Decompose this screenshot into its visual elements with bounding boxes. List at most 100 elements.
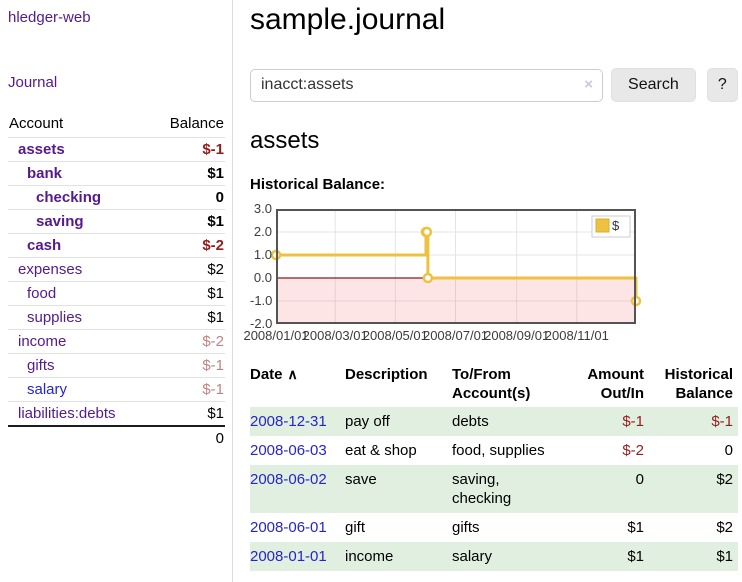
transaction-date-link[interactable]: 2008-06-01 <box>250 519 327 536</box>
account-balance: $1 <box>207 165 224 182</box>
account-balance: $-2 <box>202 237 224 254</box>
sidebar-item-journal: Journal <box>8 74 225 92</box>
account-link[interactable]: income <box>18 333 67 350</box>
register-header-accts: To/From Account(s) <box>452 366 531 402</box>
transaction-balance: $-1 <box>711 413 733 430</box>
sort-asc-icon[interactable]: ∧ <box>287 366 298 382</box>
register-header-desc: Description <box>345 366 428 383</box>
transaction-description: income <box>345 548 394 565</box>
account-link[interactable]: bank <box>27 165 63 182</box>
account-row: checking 0 <box>8 185 225 210</box>
accounts-total-balance: 0 <box>215 430 224 447</box>
chart-ytick: 3.0 <box>253 201 272 216</box>
chart-xtick: 2008/09/01 <box>484 328 550 343</box>
svg-text:$: $ <box>612 218 620 233</box>
transaction-amount: $1 <box>627 548 644 565</box>
account-balance: $-1 <box>202 357 224 374</box>
transaction-row: 2008-06-03 eat & shop food, supplies $-2 0 <box>250 436 738 465</box>
app-title: hledger-web <box>8 9 225 27</box>
account-row: bank $1 <box>8 161 225 186</box>
account-balance: $1 <box>207 405 224 422</box>
transaction-row: 2008-06-01 gift gifts $1 $2 <box>250 513 738 542</box>
account-link[interactable]: saving <box>36 213 84 230</box>
transaction-date-link[interactable]: 2008-12-31 <box>250 413 327 430</box>
account-row: cash $-2 <box>8 233 225 258</box>
transaction-amount: $-2 <box>622 442 644 459</box>
account-balance: $1 <box>207 285 224 302</box>
search-button[interactable]: Search <box>611 68 696 102</box>
sidebar: hledger-web Journal Account Balance asse… <box>0 0 233 582</box>
chart-ytick: 0.0 <box>253 270 272 285</box>
transaction-accounts: salary <box>452 548 493 565</box>
chart-xtick: 2008/05/01 <box>362 328 428 343</box>
chart-ytick: -2.0 <box>250 316 273 331</box>
account-row: liabilities:debts $1 <box>8 401 225 427</box>
transaction-accounts: debts <box>452 413 489 430</box>
chart-xtick: 2008/01/01 <box>243 328 309 343</box>
transaction-description: gift <box>345 519 366 536</box>
chart-ytick: -1.0 <box>250 293 273 308</box>
account-link[interactable]: cash <box>27 237 62 254</box>
accounts-table-header: Account Balance <box>8 112 225 138</box>
chart-xtick: 2008/11/01 <box>544 328 609 343</box>
transaction-row: 2008-01-01 income salary $1 $1 <box>250 542 738 571</box>
account-row: saving $1 <box>8 209 225 234</box>
account-link[interactable]: supplies <box>27 309 83 326</box>
account-balance: $-1 <box>202 141 224 158</box>
account-link[interactable]: checking <box>36 189 102 206</box>
chart-title: Historical Balance: <box>250 176 386 193</box>
account-row: expenses $2 <box>8 257 225 282</box>
account-link[interactable]: liabilities:debts <box>18 405 116 422</box>
register-table: Date ∧ Description To/From Account(s) Amount… <box>250 362 738 571</box>
balance-chart: $ 3.0 2.0 1.0 0.0 -1.0 -2.0 2008/01/01 2008/03/… <box>243 201 738 345</box>
journal-link[interactable]: Journal <box>8 74 58 91</box>
account-balance: $1 <box>207 309 224 326</box>
account-row: food $1 <box>8 281 225 306</box>
account-balance: $-1 <box>202 381 224 398</box>
register-header-date[interactable]: Date ∧ <box>250 366 298 383</box>
account-balance: $-2 <box>202 333 224 350</box>
app-title-link[interactable]: hledger-web <box>8 9 91 26</box>
chart-xtick: 2008/03/01 <box>302 328 368 343</box>
help-button[interactable]: ? <box>706 68 738 102</box>
account-balance: $2 <box>207 261 224 278</box>
transaction-accounts: gifts <box>452 519 480 536</box>
transaction-balance: $2 <box>716 471 733 488</box>
transaction-date-link[interactable]: 2008-06-03 <box>250 442 327 459</box>
account-row: assets $-1 <box>8 137 225 162</box>
transaction-amount: 0 <box>635 471 644 488</box>
accounts-header-account: Account <box>9 115 64 132</box>
chart-ytick: 1.0 <box>253 247 272 262</box>
chart-ytick: 2.0 <box>253 224 272 239</box>
accounts-header-balance: Balance <box>169 115 224 132</box>
search-input[interactable] <box>250 68 604 102</box>
clear-search-icon[interactable]: × <box>584 75 594 93</box>
main-content: sample.journal × Search ? assets Histori… <box>243 0 738 571</box>
register-header-bal: Historical Balance <box>664 366 733 402</box>
transaction-row: 2008-06-02 save saving, checking 0 $2 <box>250 465 738 513</box>
account-link[interactable]: expenses <box>18 261 83 278</box>
account-title: assets <box>250 127 320 154</box>
account-balance: 0 <box>215 189 224 206</box>
register-header-amt: Amount Out/In <box>587 366 644 402</box>
account-row: gifts $-1 <box>8 353 225 378</box>
transaction-balance: $1 <box>716 548 733 565</box>
account-link[interactable]: assets <box>18 141 65 158</box>
transaction-date-link[interactable]: 2008-01-01 <box>250 548 327 565</box>
search-form: × Search ? <box>250 68 738 102</box>
account-link[interactable]: food <box>27 285 57 302</box>
transaction-balance: 0 <box>724 442 733 459</box>
account-link[interactable]: salary <box>27 381 68 398</box>
register-header-row: Date ∧ Description To/From Account(s) Amount… <box>250 362 738 407</box>
account-link[interactable]: gifts <box>27 357 55 374</box>
balance-chart-plot: $ <box>270 209 642 324</box>
transaction-description: save <box>345 471 377 488</box>
transaction-row: 2008-12-31 pay off debts $-1 $-1 <box>250 407 738 436</box>
transaction-date-link[interactable]: 2008-06-02 <box>250 471 327 488</box>
account-balance: $1 <box>207 213 224 230</box>
search-box: × <box>250 68 604 102</box>
transaction-amount: $-1 <box>622 413 644 430</box>
accounts-total-row: 0 <box>8 426 225 450</box>
transaction-description: eat & shop <box>345 442 417 459</box>
transaction-accounts: food, supplies <box>452 442 545 459</box>
